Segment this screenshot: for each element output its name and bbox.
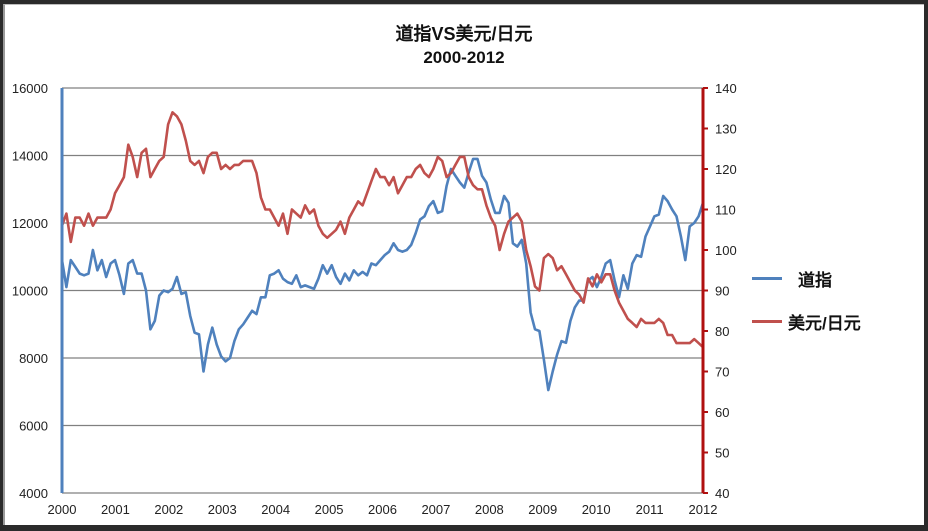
- svg-text:16000: 16000: [12, 81, 48, 96]
- chart-frame: [3, 4, 924, 525]
- legend-swatch-blue: [752, 277, 782, 280]
- svg-text:140: 140: [715, 81, 737, 96]
- svg-text:2012: 2012: [689, 502, 718, 517]
- svg-text:6000: 6000: [19, 419, 48, 434]
- svg-text:2001: 2001: [101, 502, 130, 517]
- svg-text:100: 100: [715, 243, 737, 258]
- svg-text:2005: 2005: [315, 502, 344, 517]
- legend-item-dow: 道指: [752, 266, 832, 291]
- svg-text:70: 70: [715, 365, 729, 380]
- tick-labels: 4000 6000 8000 10000 12000 14000 16000 40 50 60 70…: [12, 81, 737, 517]
- svg-text:60: 60: [715, 405, 729, 420]
- svg-text:80: 80: [715, 324, 729, 339]
- svg-text:2006: 2006: [368, 502, 397, 517]
- svg-text:12000: 12000: [12, 216, 48, 231]
- svg-text:10000: 10000: [12, 284, 48, 299]
- svg-text:90: 90: [715, 284, 729, 299]
- svg-text:2004: 2004: [261, 502, 290, 517]
- svg-text:14000: 14000: [12, 149, 48, 164]
- svg-text:2000: 2000: [48, 502, 77, 517]
- svg-text:120: 120: [715, 162, 737, 177]
- svg-text:50: 50: [715, 446, 729, 461]
- legend-item-usdjpy: 美元/日元: [752, 309, 861, 334]
- series-lines: [60, 111, 705, 392]
- svg-text:40: 40: [715, 486, 729, 501]
- svg-text:2003: 2003: [208, 502, 237, 517]
- svg-text:2007: 2007: [421, 502, 450, 517]
- svg-text:2011: 2011: [636, 502, 664, 517]
- svg-text:4000: 4000: [19, 486, 48, 501]
- svg-text:8000: 8000: [19, 351, 48, 366]
- svg-text:2009: 2009: [528, 502, 557, 517]
- chart-title: 道指VS美元/日元: [395, 24, 533, 44]
- svg-text:2002: 2002: [154, 502, 183, 517]
- legend-swatch-red: [752, 320, 782, 323]
- gridlines: [62, 87, 703, 494]
- axes: [60, 87, 708, 494]
- legend-label: 道指: [798, 271, 832, 290]
- svg-text:2008: 2008: [475, 502, 504, 517]
- chart-subtitle: 2000-2012: [423, 48, 505, 67]
- svg-text:2010: 2010: [582, 502, 611, 517]
- svg-text:110: 110: [715, 203, 736, 218]
- svg-text:130: 130: [715, 122, 737, 137]
- legend-label: 美元/日元: [788, 314, 861, 333]
